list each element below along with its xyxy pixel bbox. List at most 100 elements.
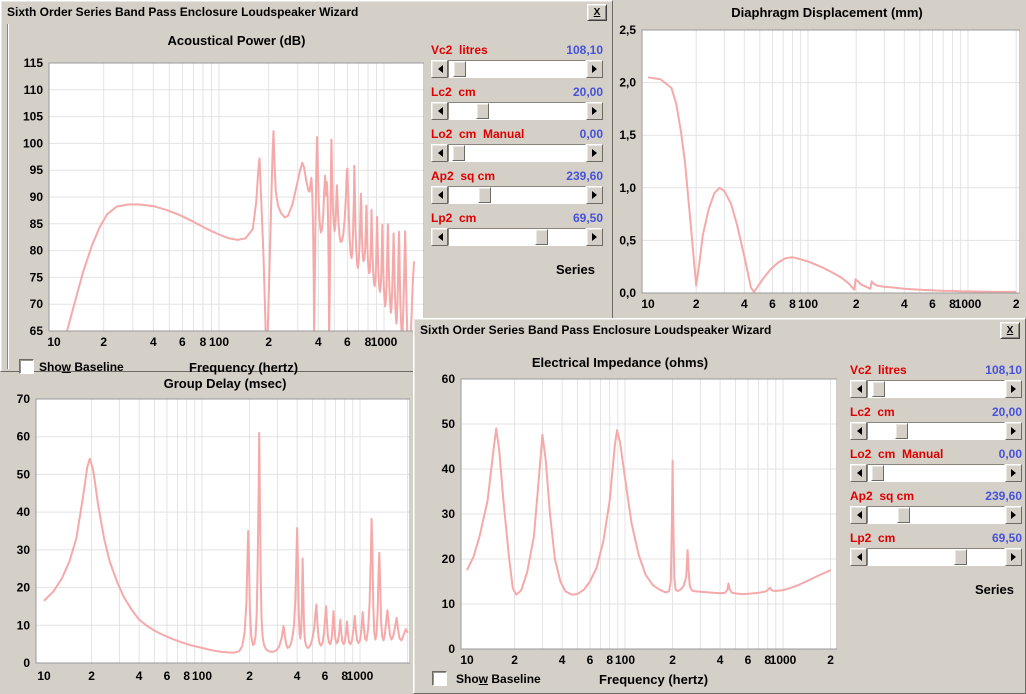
scroll-right-arrow-button[interactable] <box>1005 464 1022 482</box>
svg-text:8: 8 <box>200 335 207 349</box>
svg-text:10: 10 <box>442 597 456 611</box>
svg-text:40: 40 <box>442 462 456 476</box>
svg-text:6: 6 <box>164 669 171 683</box>
svg-text:0: 0 <box>23 656 30 670</box>
window-titlebar[interactable]: Sixth Order Series Band Pass Enclosure L… <box>414 319 1025 341</box>
scrollbar-track[interactable] <box>867 506 1005 524</box>
svg-text:1000: 1000 <box>347 669 374 683</box>
scrollbar-track[interactable] <box>448 144 586 162</box>
param-label-1: Lc2 cm <box>850 405 895 419</box>
scrollbar-thumb[interactable] <box>476 103 490 119</box>
panel-divider <box>7 24 9 369</box>
scrollbar-thumb[interactable] <box>451 145 465 161</box>
scroll-right-arrow-button[interactable] <box>586 144 603 162</box>
scrollbar-track[interactable] <box>448 102 586 120</box>
scrollbar-thumb[interactable] <box>896 507 910 523</box>
param-scrollbar-1[interactable] <box>850 422 1022 440</box>
svg-text:85: 85 <box>30 217 44 231</box>
svg-text:0: 0 <box>448 642 455 656</box>
param-scrollbar-4[interactable] <box>431 228 603 246</box>
svg-text:6: 6 <box>179 335 186 349</box>
scroll-left-arrow-button[interactable] <box>850 380 867 398</box>
svg-text:8: 8 <box>789 297 796 311</box>
param-scrollbar-2[interactable] <box>431 144 603 162</box>
scroll-left-arrow-button[interactable] <box>431 60 448 78</box>
svg-text:8: 8 <box>341 669 348 683</box>
svg-text:2: 2 <box>669 653 676 667</box>
param-value-2: 0,00 <box>579 127 603 141</box>
param-scrollbar-0[interactable] <box>850 380 1022 398</box>
scroll-left-arrow-button[interactable] <box>850 506 867 524</box>
right-arrow-icon <box>591 233 601 241</box>
group-delay-chart-title: Group Delay (msec) <box>163 376 287 391</box>
scrollbar-thumb[interactable] <box>870 465 884 481</box>
scroll-right-arrow-button[interactable] <box>1005 548 1022 566</box>
scrollbar-track[interactable] <box>867 422 1005 440</box>
scrollbar-thumb[interactable] <box>534 229 548 245</box>
scroll-left-arrow-button[interactable] <box>431 186 448 204</box>
diaphragm-displacement-chart: 0,0 0,5 1,0 1,5 2,0 2,5 10 2 4 6 8 100 2 4 6 8 1000 2 <box>606 22 1021 313</box>
svg-text:10: 10 <box>641 297 655 311</box>
scrollbar-thumb[interactable] <box>895 423 909 439</box>
left-arrow-icon <box>853 385 862 393</box>
scroll-left-arrow-button[interactable] <box>431 102 448 120</box>
scroll-right-arrow-button[interactable] <box>1005 506 1022 524</box>
svg-text:8: 8 <box>365 335 372 349</box>
svg-text:2: 2 <box>100 335 107 349</box>
scroll-left-arrow-button[interactable] <box>850 464 867 482</box>
param-scrollbar-0[interactable] <box>431 60 603 78</box>
scroll-right-arrow-button[interactable] <box>1005 380 1022 398</box>
scroll-right-arrow-button[interactable] <box>586 186 603 204</box>
scrollbar-track[interactable] <box>448 60 586 78</box>
svg-text:6: 6 <box>587 653 594 667</box>
svg-text:4: 4 <box>901 297 908 311</box>
wizard-window-bottom: Sixth Order Series Band Pass Enclosure L… <box>413 318 1026 694</box>
param-scrollbar-1[interactable] <box>431 102 603 120</box>
scrollbar-thumb[interactable] <box>453 61 467 77</box>
svg-text:2,5: 2,5 <box>619 23 636 37</box>
scrollbar-track[interactable] <box>448 186 586 204</box>
svg-text:8: 8 <box>183 669 190 683</box>
frequency-axis-label: Frequency (hertz) <box>599 672 709 687</box>
svg-text:6: 6 <box>322 669 329 683</box>
scrollbar-track[interactable] <box>867 548 1005 566</box>
param-scrollbar-3[interactable] <box>431 186 603 204</box>
scroll-right-arrow-button[interactable] <box>586 228 603 246</box>
window-titlebar[interactable]: Sixth Order Series Band Pass Enclosure L… <box>1 1 612 23</box>
param-label-3: Ap2 sq cm <box>431 169 496 183</box>
svg-text:10: 10 <box>47 335 61 349</box>
window-title: Sixth Order Series Band Pass Enclosure L… <box>7 5 359 19</box>
svg-text:75: 75 <box>30 270 44 284</box>
right-arrow-icon <box>1010 469 1020 477</box>
scrollbar-thumb[interactable] <box>953 549 967 565</box>
scroll-right-arrow-button[interactable] <box>1005 422 1022 440</box>
wizard-window-top: Sixth Order Series Band Pass Enclosure L… <box>0 0 613 375</box>
svg-text:6: 6 <box>344 335 351 349</box>
svg-text:4: 4 <box>741 297 748 311</box>
param-label-0: Vc2 litres <box>431 43 488 57</box>
param-scrollbar-4[interactable] <box>850 548 1022 566</box>
scrollbar-track[interactable] <box>867 464 1005 482</box>
scrollbar-thumb[interactable] <box>872 381 886 397</box>
param-scrollbar-2[interactable] <box>850 464 1022 482</box>
scrollbar-track[interactable] <box>448 228 586 246</box>
scroll-right-arrow-button[interactable] <box>586 102 603 120</box>
scroll-left-arrow-button[interactable] <box>850 548 867 566</box>
scroll-left-arrow-button[interactable] <box>850 422 867 440</box>
scroll-left-arrow-button[interactable] <box>431 228 448 246</box>
scroll-left-arrow-button[interactable] <box>431 144 448 162</box>
scroll-right-arrow-button[interactable] <box>586 60 603 78</box>
svg-text:60: 60 <box>442 372 456 386</box>
scrollbar-thumb[interactable] <box>477 187 491 203</box>
param-label-1: Lc2 cm <box>431 85 476 99</box>
svg-text:10: 10 <box>460 653 474 667</box>
close-icon[interactable]: X <box>1000 321 1020 339</box>
scrollbar-track[interactable] <box>867 380 1005 398</box>
svg-text:10: 10 <box>37 669 51 683</box>
show-baseline-checkbox[interactable] <box>19 359 34 374</box>
svg-text:4: 4 <box>294 669 301 683</box>
param-scrollbar-3[interactable] <box>850 506 1022 524</box>
close-icon[interactable]: X <box>587 3 607 21</box>
show-baseline-checkbox[interactable] <box>432 671 447 686</box>
